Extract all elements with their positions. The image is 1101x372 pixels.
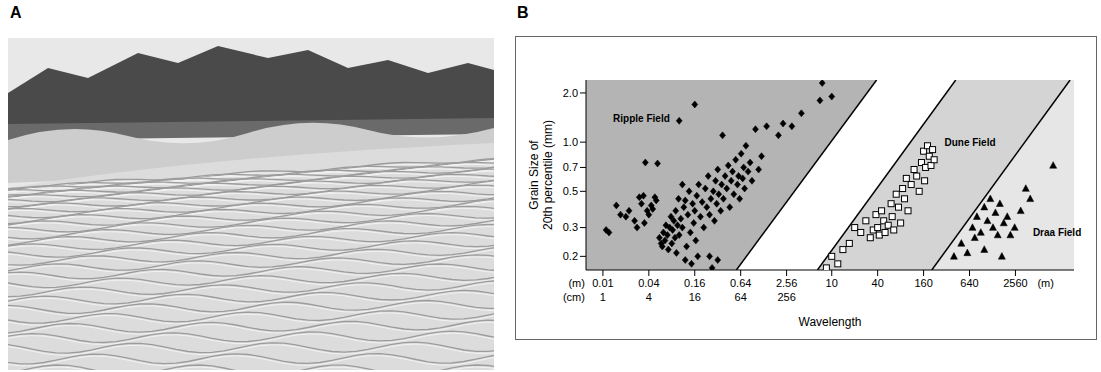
svg-text:640: 640 [960, 277, 978, 289]
svg-text:4: 4 [646, 291, 652, 303]
svg-text:Wavelength: Wavelength [799, 315, 862, 329]
svg-text:0.04: 0.04 [638, 277, 659, 289]
svg-text:64: 64 [735, 291, 747, 303]
svg-text:2.56: 2.56 [776, 277, 797, 289]
svg-text:(cm): (cm) [563, 291, 585, 303]
svg-text:256: 256 [777, 291, 795, 303]
svg-text:1: 1 [600, 291, 606, 303]
svg-text:Ripple Field: Ripple Field [613, 113, 670, 124]
svg-text:2.0: 2.0 [563, 87, 578, 99]
svg-text:0.5: 0.5 [563, 185, 578, 197]
svg-text:0.2: 0.2 [563, 250, 578, 262]
svg-text:0.16: 0.16 [684, 277, 705, 289]
html-text:A: A [10, 4, 22, 21]
svg-text:40: 40 [872, 277, 884, 289]
svg-text:2560: 2560 [1003, 277, 1027, 289]
svg-text:(m): (m) [568, 277, 585, 289]
svg-text:16: 16 [689, 291, 701, 303]
svg-text:Grain Size of20th percentile (: Grain Size of20th percentile (mm) [527, 120, 555, 230]
svg-text:1.0: 1.0 [563, 136, 578, 148]
svg-text:0.7: 0.7 [563, 161, 578, 173]
html-text:B: B [517, 4, 529, 21]
svg-text:160: 160 [914, 277, 932, 289]
svg-text:Dune Field: Dune Field [944, 137, 995, 148]
svg-text:0.64: 0.64 [730, 277, 751, 289]
svg-text:10: 10 [826, 277, 838, 289]
svg-text:(m): (m) [1037, 277, 1054, 289]
svg-text:0.3: 0.3 [563, 221, 578, 233]
svg-text:0.01: 0.01 [592, 277, 613, 289]
svg-text:Draa Field: Draa Field [1033, 227, 1081, 238]
